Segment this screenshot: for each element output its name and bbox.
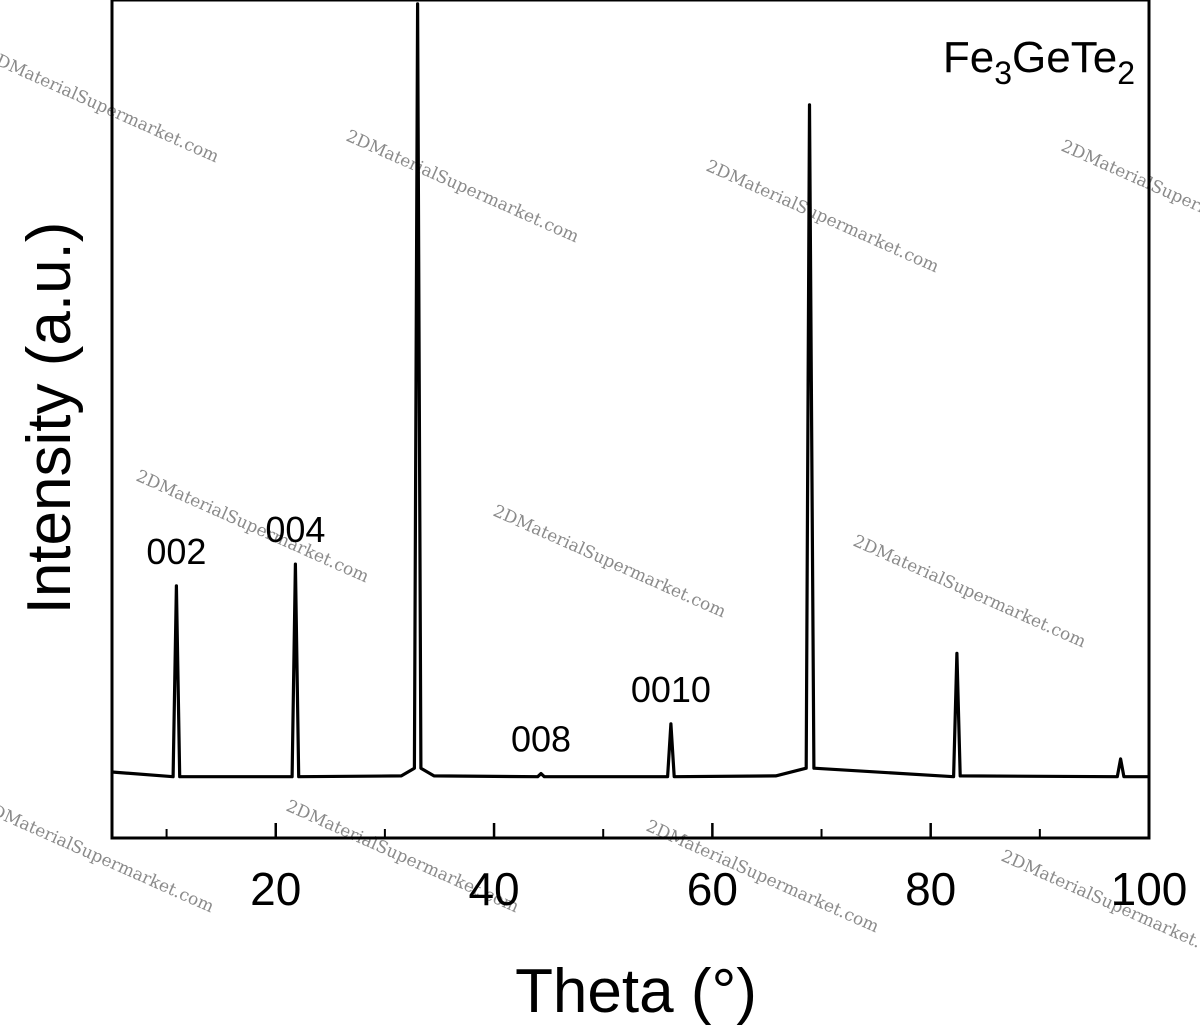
chart-title: Fe3GeTe2 xyxy=(943,33,1135,91)
x-tick-label: 20 xyxy=(250,863,301,915)
x-tick-label: 40 xyxy=(468,863,519,915)
series-line xyxy=(111,2,1149,779)
peak-label: 008 xyxy=(511,719,571,760)
peak-labels: 0020040060080010 xyxy=(146,509,711,760)
peak-label: 004 xyxy=(265,509,325,550)
x-tick-label: 100 xyxy=(1111,863,1188,915)
peak-label: 0010 xyxy=(631,669,711,710)
x-axis-tick-labels: 20 40 60 80 100 xyxy=(250,863,1187,915)
plot-frame xyxy=(110,0,1151,840)
peak-label: 002 xyxy=(146,531,206,572)
y-axis-title: Intensity (a.u.) xyxy=(15,222,84,615)
x-tick-label: 80 xyxy=(905,863,956,915)
x-tick-label: 60 xyxy=(687,863,738,915)
x-axis-title: Theta (°) xyxy=(515,957,757,1026)
